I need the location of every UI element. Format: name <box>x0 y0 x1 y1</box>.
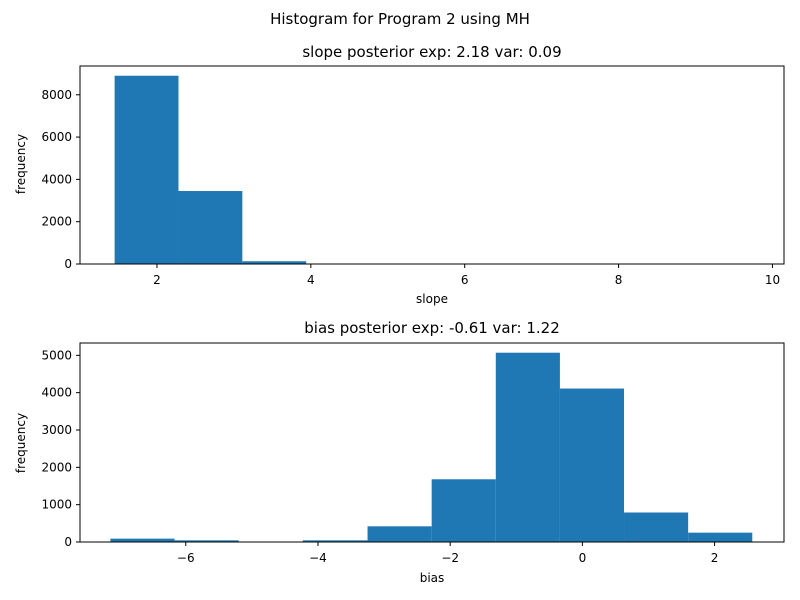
bias-y-tick-label-2: 2000 <box>41 460 72 474</box>
slope-y-tick-label-3: 6000 <box>41 130 72 144</box>
bias-y-axis-label: frequency <box>14 413 28 473</box>
slope-bar-1 <box>178 191 243 264</box>
bias-x-axis-label: bias <box>420 571 445 585</box>
slope-histogram: slope posterior exp: 2.18 var: 0.09 slop… <box>14 43 785 306</box>
bias-x-tick-label-0: −6 <box>177 551 195 565</box>
slope-x-tick-label-0: 2 <box>153 273 161 287</box>
slope-y-tick-label-4: 8000 <box>41 88 72 102</box>
slope-axes-frame <box>79 65 785 265</box>
bias-y-tick-label-5: 5000 <box>41 348 72 362</box>
bias-x-tick-label-3: 0 <box>579 551 587 565</box>
bias-bar-6 <box>495 352 560 542</box>
bias-bar-9 <box>688 532 753 542</box>
bias-bar-4 <box>367 526 432 542</box>
slope-y-tick-label-1: 2000 <box>41 215 72 229</box>
slope-bar-2 <box>242 261 307 264</box>
slope-x-tick-label-3: 8 <box>615 273 623 287</box>
bias-x-tick-label-1: −4 <box>309 551 327 565</box>
bias-bar-3 <box>302 540 368 542</box>
slope-x-tick-label-1: 4 <box>307 273 315 287</box>
bias-x-tick-label-4: 2 <box>711 551 719 565</box>
bias-x-tick-label-2: −2 <box>441 551 459 565</box>
figure-suptitle: Histogram for Program 2 using MH <box>270 10 530 28</box>
slope-y-tick-label-2: 4000 <box>41 172 72 186</box>
bias-y-tick-label-4: 4000 <box>41 386 72 400</box>
bias-bar-8 <box>624 512 689 542</box>
slope-chart-title: slope posterior exp: 2.18 var: 0.09 <box>302 43 561 61</box>
slope-x-tick-label-4: 10 <box>765 273 780 287</box>
bias-bar-1 <box>174 540 239 542</box>
slope-y-tick-label-0: 0 <box>64 257 72 271</box>
bias-bar-7 <box>559 388 625 542</box>
bias-axes-frame <box>79 342 785 543</box>
bias-histogram: bias posterior exp: -0.61 var: 1.22 bias… <box>14 319 785 585</box>
slope-y-axis-label: frequency <box>14 134 28 194</box>
slope-x-axis-label: slope <box>416 292 448 306</box>
bias-y-tick-label-0: 0 <box>64 535 72 549</box>
slope-bar-0 <box>114 75 179 264</box>
bias-y-tick-label-3: 3000 <box>41 423 72 437</box>
bias-y-tick-label-1: 1000 <box>41 498 72 512</box>
bias-bar-0 <box>110 538 175 542</box>
bias-bar-5 <box>431 479 496 542</box>
bias-chart-title: bias posterior exp: -0.61 var: 1.22 <box>304 319 560 337</box>
slope-x-tick-label-2: 6 <box>461 273 469 287</box>
